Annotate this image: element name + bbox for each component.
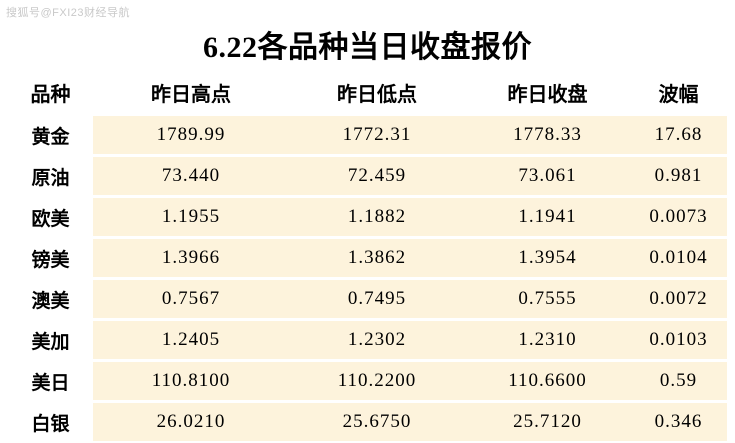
table-row: 镑美 1.3966 1.3862 1.3954 0.0104	[8, 237, 727, 280]
cell-high: 26.0210	[93, 401, 289, 441]
row-label: 美日	[8, 360, 93, 403]
cell-amplitude: 0.59	[630, 360, 727, 403]
page-title: 6.22各品种当日收盘报价	[203, 31, 532, 64]
header-row: 品种 昨日高点 昨日低点 昨日收盘 波幅	[8, 68, 727, 116]
cell-amplitude: 0.0073	[630, 196, 727, 239]
cell-low: 1.2302	[289, 319, 465, 362]
table-row: 美加 1.2405 1.2302 1.2310 0.0103	[8, 319, 727, 362]
cell-low: 25.6750	[289, 401, 465, 441]
table-row: 欧美 1.1955 1.1882 1.1941 0.0073	[8, 196, 727, 239]
cell-close: 110.6600	[465, 360, 630, 403]
closing-quotes-table: 品种 昨日高点 昨日低点 昨日收盘 波幅 黄金 1789.99 1772.31 …	[8, 68, 727, 441]
cell-low: 110.2200	[289, 360, 465, 403]
table-row: 白银 26.0210 25.6750 25.7120 0.346	[8, 401, 727, 441]
row-label: 澳美	[8, 278, 93, 321]
cell-low: 1.1882	[289, 196, 465, 239]
cell-close: 1.2310	[465, 319, 630, 362]
cell-high: 1.2405	[93, 319, 289, 362]
cell-high: 0.7567	[93, 278, 289, 321]
row-label: 美加	[8, 319, 93, 362]
cell-low: 72.459	[289, 155, 465, 198]
table-body: 黄金 1789.99 1772.31 1778.33 17.68 原油 73.4…	[8, 116, 727, 441]
table-row: 澳美 0.7567 0.7495 0.7555 0.0072	[8, 278, 727, 321]
row-label: 黄金	[8, 116, 93, 157]
cell-high: 110.8100	[93, 360, 289, 403]
table-row: 原油 73.440 72.459 73.061 0.981	[8, 155, 727, 198]
cell-low: 0.7495	[289, 278, 465, 321]
cell-close: 1.3954	[465, 237, 630, 280]
cell-close: 73.061	[465, 155, 630, 198]
source-watermark: 搜狐号@FXI23财经导航	[6, 7, 131, 19]
row-label: 白银	[8, 401, 93, 441]
cell-amplitude: 0.981	[630, 155, 727, 198]
row-label: 原油	[8, 155, 93, 198]
table-row: 黄金 1789.99 1772.31 1778.33 17.68	[8, 116, 727, 157]
cell-close: 1.1941	[465, 196, 630, 239]
table-header: 品种 昨日高点 昨日低点 昨日收盘 波幅	[8, 68, 727, 116]
cell-amplitude: 0.0104	[630, 237, 727, 280]
column-header-low: 昨日低点	[289, 68, 465, 116]
row-label: 镑美	[8, 237, 93, 280]
cell-high: 1789.99	[93, 116, 289, 157]
cell-amplitude: 0.0072	[630, 278, 727, 321]
cell-high: 1.1955	[93, 196, 289, 239]
table-row: 美日 110.8100 110.2200 110.6600 0.59	[8, 360, 727, 403]
cell-high: 73.440	[93, 155, 289, 198]
cell-amplitude: 0.346	[630, 401, 727, 441]
cell-close: 1778.33	[465, 116, 630, 157]
column-header-close: 昨日收盘	[465, 68, 630, 116]
cell-amplitude: 17.68	[630, 116, 727, 157]
cell-low: 1.3862	[289, 237, 465, 280]
cell-low: 1772.31	[289, 116, 465, 157]
cell-high: 1.3966	[93, 237, 289, 280]
row-label: 欧美	[8, 196, 93, 239]
column-header-high: 昨日高点	[93, 68, 289, 116]
column-header-amplitude: 波幅	[630, 68, 727, 116]
cell-amplitude: 0.0103	[630, 319, 727, 362]
cell-close: 0.7555	[465, 278, 630, 321]
cell-close: 25.7120	[465, 401, 630, 441]
column-header-name: 品种	[8, 68, 93, 116]
